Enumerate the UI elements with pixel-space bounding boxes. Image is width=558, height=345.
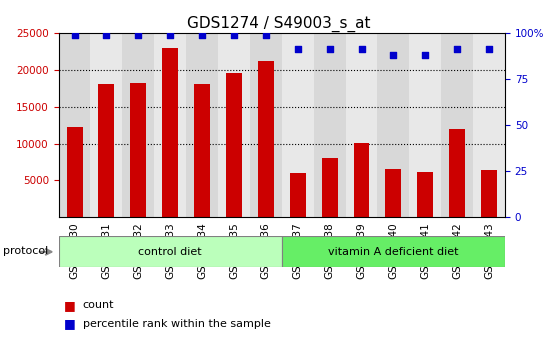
Bar bbox=[282, 236, 505, 267]
Bar bbox=[321, 158, 338, 217]
Point bbox=[134, 32, 143, 37]
Bar bbox=[441, 33, 473, 217]
Bar bbox=[377, 33, 410, 217]
Point bbox=[70, 32, 79, 37]
Bar bbox=[250, 33, 282, 217]
Point bbox=[102, 32, 111, 37]
Point bbox=[484, 47, 493, 52]
Bar bbox=[449, 129, 465, 217]
Text: ■: ■ bbox=[64, 317, 76, 330]
Bar bbox=[290, 173, 306, 217]
Bar bbox=[186, 33, 218, 217]
Point bbox=[261, 32, 270, 37]
Point bbox=[166, 32, 175, 37]
Text: percentile rank within the sample: percentile rank within the sample bbox=[83, 319, 271, 328]
Bar bbox=[226, 73, 242, 217]
Bar bbox=[154, 33, 186, 217]
Bar bbox=[98, 85, 114, 217]
Point bbox=[453, 47, 461, 52]
Bar bbox=[314, 33, 345, 217]
Text: protocol: protocol bbox=[3, 246, 48, 256]
Point bbox=[389, 52, 398, 58]
Text: GDS1274 / S49003_s_at: GDS1274 / S49003_s_at bbox=[187, 16, 371, 32]
Text: ■: ■ bbox=[64, 299, 76, 312]
Bar bbox=[59, 33, 90, 217]
Point bbox=[421, 52, 430, 58]
Bar bbox=[66, 127, 83, 217]
Text: control diet: control diet bbox=[138, 247, 202, 257]
Bar bbox=[417, 171, 433, 217]
Bar bbox=[345, 33, 377, 217]
Bar bbox=[386, 169, 401, 217]
Bar bbox=[481, 170, 497, 217]
Bar bbox=[131, 83, 146, 217]
Point bbox=[294, 47, 302, 52]
Bar bbox=[354, 143, 369, 217]
Point bbox=[325, 47, 334, 52]
Point bbox=[229, 32, 238, 37]
Bar bbox=[90, 33, 122, 217]
Bar bbox=[410, 33, 441, 217]
Bar bbox=[162, 48, 178, 217]
Bar bbox=[473, 33, 505, 217]
Bar bbox=[122, 33, 154, 217]
Bar bbox=[59, 236, 282, 267]
Point bbox=[198, 32, 206, 37]
Bar bbox=[258, 61, 274, 217]
Bar bbox=[282, 33, 314, 217]
Text: count: count bbox=[83, 300, 114, 310]
Text: vitamin A deficient diet: vitamin A deficient diet bbox=[328, 247, 459, 257]
Bar bbox=[218, 33, 250, 217]
Bar bbox=[194, 85, 210, 217]
Point bbox=[357, 47, 366, 52]
